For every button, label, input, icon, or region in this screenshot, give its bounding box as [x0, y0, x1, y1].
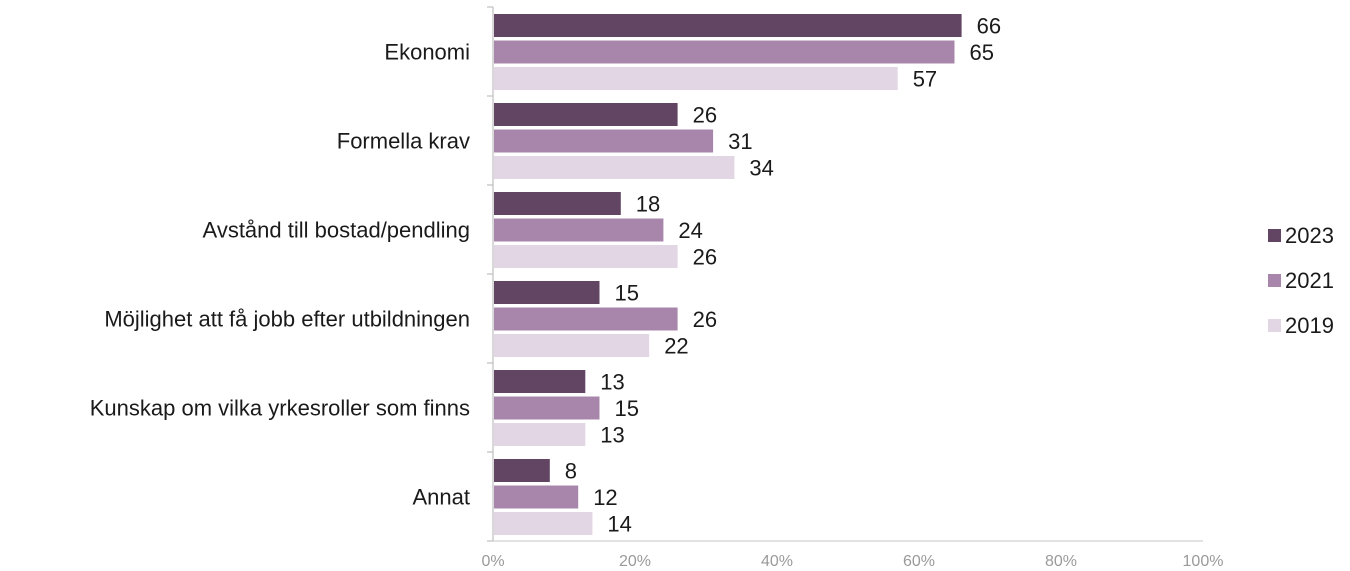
- category-label: Annat: [413, 485, 471, 510]
- x-tick-label: 100%: [1183, 553, 1224, 570]
- data-label: 12: [593, 485, 617, 510]
- data-label: 15: [615, 281, 639, 306]
- bars: [494, 14, 962, 535]
- bar-2023: [494, 370, 585, 393]
- data-label: 18: [636, 192, 660, 217]
- data-label: 66: [977, 14, 1001, 39]
- bar-2021: [494, 219, 663, 242]
- bar-2021: [494, 397, 600, 420]
- category-label: Formella krav: [337, 129, 470, 154]
- x-tick-label: 80%: [1045, 553, 1077, 570]
- legend-label: 2021: [1285, 268, 1334, 293]
- bar-2019: [494, 423, 585, 446]
- bar-2023: [494, 14, 962, 37]
- legend: 2023 2021 2019: [1268, 223, 1334, 338]
- category-label: Ekonomi: [384, 40, 470, 65]
- data-label: 13: [600, 370, 624, 395]
- legend-swatch-2021: [1268, 274, 1281, 287]
- legend-label: 2019: [1285, 313, 1334, 338]
- data-label: 24: [678, 218, 702, 243]
- category-label: Möjlighet att få jobb efter utbildningen: [104, 307, 470, 332]
- bar-2023: [494, 103, 678, 126]
- bar-2021: [494, 486, 578, 509]
- data-label: 15: [615, 396, 639, 421]
- data-label: 26: [693, 307, 717, 332]
- bar-2019: [494, 512, 592, 535]
- bar-2019: [494, 156, 734, 179]
- data-label: 26: [693, 245, 717, 270]
- data-label: 57: [913, 67, 937, 92]
- data-label: 31: [728, 129, 752, 154]
- bar-2021: [494, 308, 678, 331]
- bar-2019: [494, 67, 898, 90]
- bar-2023: [494, 192, 621, 215]
- legend-swatch-2019: [1268, 319, 1281, 332]
- x-tick-label: 40%: [761, 553, 793, 570]
- bar-2021: [494, 41, 955, 64]
- data-label: 65: [970, 40, 994, 65]
- data-label: 34: [749, 156, 773, 181]
- x-tick-label: 60%: [903, 553, 935, 570]
- data-label: 22: [664, 334, 688, 359]
- data-label: 26: [693, 103, 717, 128]
- bar-2023: [494, 281, 600, 304]
- legend-swatch-2023: [1268, 229, 1281, 242]
- data-label: 13: [600, 423, 624, 448]
- category-label: Avstånd till bostad/pendling: [203, 218, 470, 243]
- legend-label: 2023: [1285, 223, 1334, 248]
- category-label: Kunskap om vilka yrkesroller som finns: [90, 396, 470, 421]
- bar-2023: [494, 459, 550, 482]
- bar-2019: [494, 334, 649, 357]
- data-label: 14: [607, 512, 631, 537]
- x-tick-label: 20%: [619, 553, 651, 570]
- data-label: 8: [565, 459, 577, 484]
- bar-2021: [494, 130, 713, 153]
- bar-2019: [494, 245, 678, 268]
- x-tick-label: 0%: [481, 553, 504, 570]
